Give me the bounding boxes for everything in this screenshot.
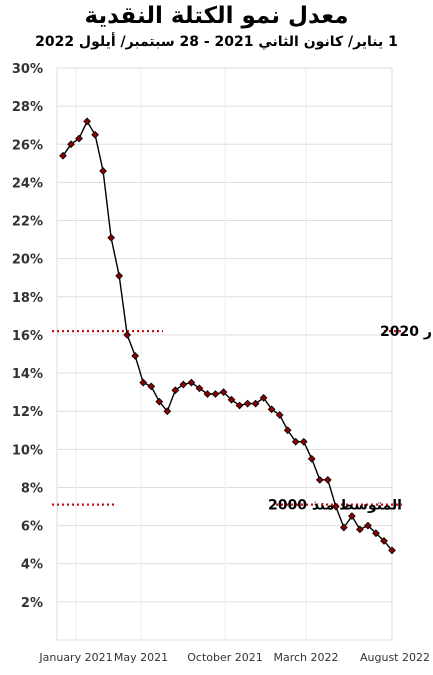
x-tick-label: October 2021	[187, 651, 263, 664]
data-point	[364, 521, 372, 530]
data-point	[91, 130, 99, 139]
data-point	[267, 405, 276, 414]
data-point	[251, 399, 260, 408]
data-point	[187, 378, 196, 387]
data-point	[195, 384, 204, 393]
x-tick-label: May 2021	[114, 651, 168, 664]
data-point	[99, 167, 107, 175]
series	[59, 117, 396, 555]
data-point	[275, 411, 284, 419]
x-tick-label: January 2021	[38, 651, 112, 664]
y-tick-label: 30%	[12, 62, 43, 77]
y-tick-label: 20%	[12, 253, 43, 268]
chart-subtitle: 1 يناير/ كانون الثاني 2021 - 28 سبتمبر/ …	[35, 34, 398, 50]
y-tick-label: 26%	[12, 138, 43, 153]
series-line	[62, 119, 393, 551]
data-point	[179, 380, 188, 389]
data-point	[356, 525, 364, 534]
data-point	[323, 475, 332, 484]
data-point	[219, 388, 228, 396]
data-point	[283, 426, 292, 435]
y-tick-label: 16%	[12, 329, 43, 344]
y-tick-label: 12%	[12, 405, 43, 420]
y-tick-label: 6%	[21, 520, 43, 535]
data-point	[211, 390, 220, 398]
data-point	[299, 437, 308, 446]
data-point	[315, 475, 324, 484]
data-point	[131, 352, 140, 360]
y-tick-label: 2%	[21, 596, 43, 611]
chart-title: معدل نمو الكتلة النقدية	[84, 3, 349, 29]
data-point	[291, 437, 300, 446]
data-point	[339, 523, 348, 532]
y-tick-label: 18%	[12, 291, 43, 306]
data-point	[235, 401, 244, 410]
data-point	[331, 502, 340, 511]
data-point	[83, 117, 91, 126]
data-point	[155, 397, 164, 406]
data-point	[75, 134, 83, 143]
y-tick-label: 28%	[12, 100, 43, 115]
y-tick-label: 14%	[12, 367, 43, 382]
data-point	[372, 529, 380, 538]
data-point	[163, 407, 172, 416]
data-point	[203, 390, 212, 398]
plot-border	[56, 67, 393, 641]
data-point	[147, 382, 156, 391]
plot-frame	[56, 67, 393, 641]
data-point	[107, 233, 116, 242]
y-tick-label: 10%	[12, 443, 43, 458]
reference-line-label: المتوسط منذ مارس/ آذار 2020	[380, 322, 433, 340]
data-point	[259, 393, 268, 402]
data-point	[123, 331, 132, 339]
y-tick-label: 4%	[21, 558, 43, 573]
y-tick-label: 24%	[12, 176, 43, 191]
data-point	[243, 399, 252, 408]
x-axis-ticks: January 2021 May 2021 October 2021 March 20…	[38, 651, 430, 664]
x-tick-label: August 2022	[360, 651, 430, 664]
y-axis-ticks: 2% 4% 6% 8% 10% 12% 14% 16% 18% 20% 22% 24% 26% 28% 30…	[12, 62, 43, 611]
data-point	[307, 455, 316, 463]
data-point	[171, 386, 180, 395]
data-point	[227, 395, 236, 404]
data-point	[139, 378, 148, 387]
x-tick-label: March 2022	[273, 651, 338, 664]
grid	[57, 67, 393, 640]
data-point	[348, 512, 356, 520]
data-point	[67, 140, 75, 149]
y-tick-label: 22%	[12, 215, 43, 230]
data-point	[388, 546, 396, 555]
data-point	[115, 271, 124, 280]
y-tick-label: 8%	[21, 481, 43, 496]
data-point	[380, 536, 388, 545]
data-point	[59, 151, 67, 160]
